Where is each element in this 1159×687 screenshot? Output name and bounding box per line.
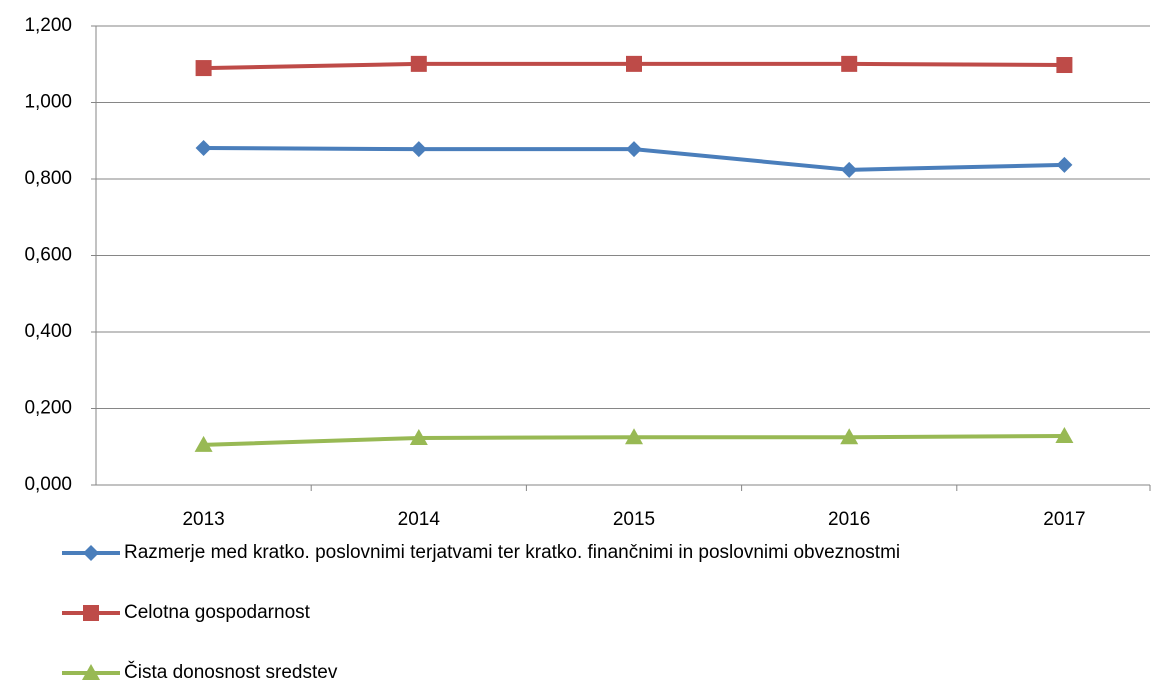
data-point <box>626 55 642 72</box>
y-tick-label: 0,200 <box>24 398 72 419</box>
legend-marker <box>82 664 100 680</box>
x-tick-label: 2013 <box>182 509 224 530</box>
x-tick-label: 2014 <box>398 509 441 530</box>
data-point <box>626 141 642 158</box>
data-point <box>195 140 212 157</box>
data-point <box>1056 57 1073 74</box>
y-tick-label: 0,600 <box>24 245 72 266</box>
data-point <box>194 435 213 452</box>
data-point <box>625 428 643 445</box>
x-tick-label: 2016 <box>828 509 870 530</box>
data-point <box>841 55 858 72</box>
y-tick-label: 1,000 <box>24 92 72 113</box>
data-point <box>195 60 212 77</box>
data-point <box>840 428 859 445</box>
legend-label: Celotna gospodarnost <box>124 602 311 623</box>
legend-marker <box>83 545 99 561</box>
data-point <box>409 428 428 445</box>
legend-marker <box>83 605 99 621</box>
x-tick-label: 2015 <box>613 509 655 530</box>
legend-label: Čista donosnost sredstev <box>124 661 338 683</box>
y-tick-label: 0,000 <box>24 474 72 495</box>
y-tick-label: 0,400 <box>24 321 72 342</box>
y-tick-label: 0,800 <box>24 168 72 189</box>
data-point <box>841 161 858 178</box>
legend-label: Razmerje med kratko. poslovnimi terjatva… <box>124 542 900 563</box>
data-point <box>410 55 427 72</box>
y-tick-label: 1,200 <box>24 15 72 36</box>
data-point <box>1056 156 1073 173</box>
data-point <box>1055 427 1074 444</box>
x-tick-label: 2017 <box>1043 509 1085 530</box>
data-point <box>410 141 427 158</box>
